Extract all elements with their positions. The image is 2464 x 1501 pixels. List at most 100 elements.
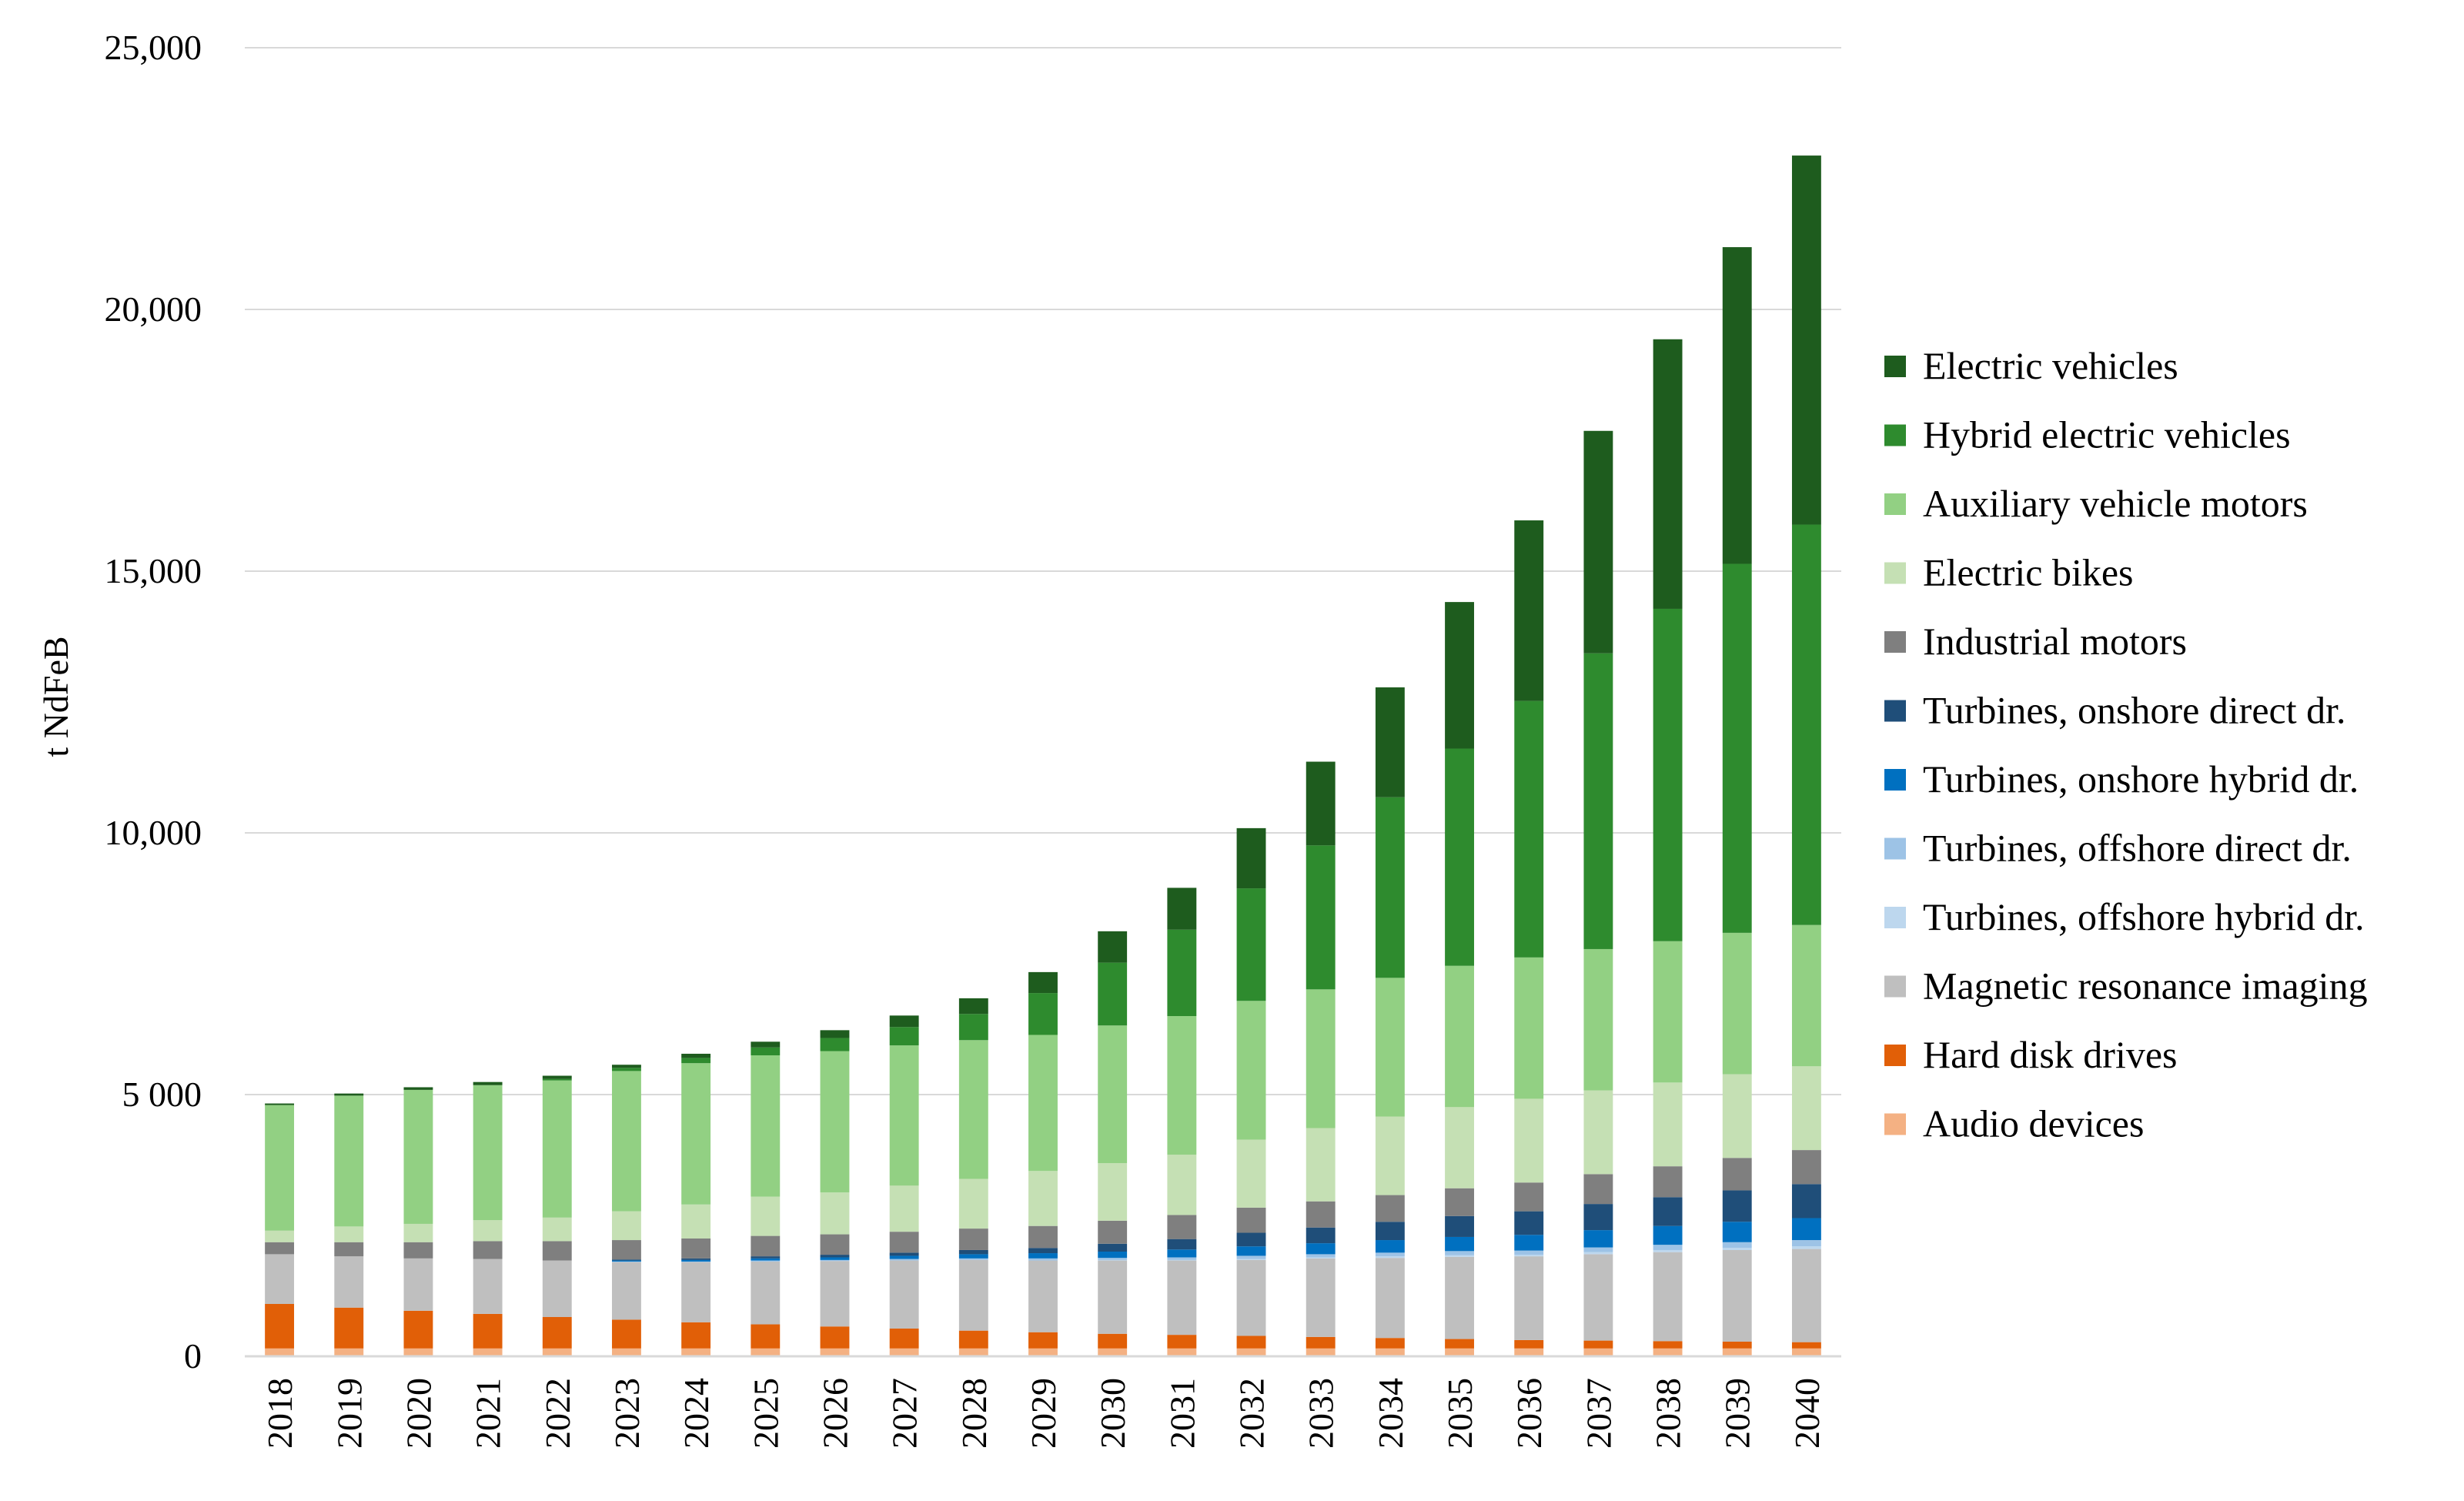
bar-turbines-onshore-direct-dr-2029 bbox=[1028, 1248, 1058, 1254]
x-tick-label: 2018 bbox=[260, 1378, 299, 1449]
bar-industrial-motors-2034 bbox=[1375, 1195, 1405, 1222]
bar-hard-disk-drives-2027 bbox=[889, 1328, 919, 1349]
bar-turbines-onshore-hybrid-dr-2038 bbox=[1653, 1225, 1683, 1245]
bar-turbines-offshore-direct-dr-2031 bbox=[1167, 1257, 1197, 1260]
bar-electric-bikes-2021 bbox=[473, 1220, 503, 1242]
bar-hard-disk-drives-2022 bbox=[542, 1317, 572, 1349]
bar-electric-vehicles-2031 bbox=[1167, 888, 1197, 930]
bar-electric-bikes-2035 bbox=[1445, 1107, 1474, 1188]
bar-electric-vehicles-2033 bbox=[1306, 761, 1336, 846]
gridlines bbox=[245, 47, 1841, 1095]
legend-label: Turbines, offshore direct dr. bbox=[1923, 827, 2352, 870]
bar-turbines-onshore-direct-dr-2039 bbox=[1722, 1190, 1752, 1222]
bar-electric-bikes-2025 bbox=[751, 1196, 781, 1236]
legend-label: Hybrid electric vehicles bbox=[1923, 413, 2291, 456]
bar-industrial-motors-2027 bbox=[889, 1232, 919, 1253]
bar-magnetic-resonance-imaging-2022 bbox=[542, 1260, 572, 1317]
bar-electric-vehicles-2023 bbox=[612, 1065, 641, 1068]
bar-industrial-motors-2019 bbox=[334, 1242, 364, 1257]
bar-turbines-onshore-hybrid-dr-2025 bbox=[751, 1258, 781, 1261]
y-tick-label: 0 bbox=[184, 1336, 202, 1376]
bar-turbines-offshore-hybrid-dr-2037 bbox=[1583, 1252, 1613, 1255]
bar-turbines-offshore-direct-dr-2034 bbox=[1375, 1252, 1405, 1257]
bar-turbines-offshore-direct-dr-2029 bbox=[1028, 1258, 1058, 1261]
bar-hybrid-electric-vehicles-2035 bbox=[1445, 748, 1474, 966]
bar-magnetic-resonance-imaging-2028 bbox=[958, 1259, 988, 1331]
bar-audio-devices-2039 bbox=[1722, 1348, 1752, 1356]
bar-industrial-motors-2022 bbox=[542, 1241, 572, 1261]
bar-industrial-motors-2024 bbox=[681, 1239, 711, 1259]
x-tick-label: 2036 bbox=[1509, 1378, 1549, 1449]
legend-label: Turbines, onshore hybrid dr. bbox=[1923, 757, 2359, 801]
bar-auxiliary-vehicle-motors-2030 bbox=[1098, 1025, 1128, 1164]
x-tick-label: 2020 bbox=[399, 1378, 438, 1449]
bar-electric-vehicles-2022 bbox=[542, 1075, 572, 1079]
bar-hard-disk-drives-2040 bbox=[1791, 1342, 1821, 1349]
bar-turbines-onshore-hybrid-dr-2034 bbox=[1375, 1240, 1405, 1253]
bar-magnetic-resonance-imaging-2026 bbox=[820, 1261, 850, 1327]
bar-magnetic-resonance-imaging-2030 bbox=[1098, 1260, 1128, 1334]
bar-hybrid-electric-vehicles-2039 bbox=[1722, 563, 1752, 933]
bar-hybrid-electric-vehicles-2031 bbox=[1167, 929, 1197, 1016]
bar-auxiliary-vehicle-motors-2033 bbox=[1306, 989, 1336, 1128]
bar-industrial-motors-2029 bbox=[1028, 1225, 1058, 1249]
bar-electric-bikes-2031 bbox=[1167, 1155, 1197, 1215]
bar-electric-bikes-2022 bbox=[542, 1217, 572, 1242]
bar-hard-disk-drives-2018 bbox=[265, 1304, 295, 1349]
bar-auxiliary-vehicle-motors-2027 bbox=[889, 1045, 919, 1186]
bar-audio-devices-2025 bbox=[751, 1348, 781, 1356]
y-tick-label: 10,000 bbox=[105, 813, 202, 852]
bar-hard-disk-drives-2029 bbox=[1028, 1332, 1058, 1349]
x-tick-label: 2027 bbox=[885, 1378, 924, 1449]
bar-hybrid-electric-vehicles-2028 bbox=[958, 1014, 988, 1041]
bar-electric-vehicles-2037 bbox=[1583, 430, 1613, 654]
bar-turbines-offshore-direct-dr-2037 bbox=[1583, 1247, 1613, 1252]
bar-auxiliary-vehicle-motors-2025 bbox=[751, 1055, 781, 1197]
bar-hybrid-electric-vehicles-2034 bbox=[1375, 797, 1405, 978]
bar-hybrid-electric-vehicles-2023 bbox=[612, 1068, 641, 1071]
bar-magnetic-resonance-imaging-2029 bbox=[1028, 1260, 1058, 1332]
legend-label: Magnetic resonance imaging bbox=[1923, 964, 2368, 1008]
bar-electric-vehicles-2032 bbox=[1236, 827, 1266, 889]
bar-electric-bikes-2019 bbox=[334, 1226, 364, 1242]
bar-magnetic-resonance-imaging-2037 bbox=[1583, 1254, 1613, 1341]
legend-item-turbines-offshore-direct-dr: Turbines, offshore direct dr. bbox=[1884, 827, 2352, 870]
bar-industrial-motors-2020 bbox=[403, 1242, 433, 1259]
bar-electric-vehicles-2026 bbox=[820, 1030, 850, 1038]
bar-turbines-onshore-direct-dr-2025 bbox=[751, 1256, 781, 1259]
bar-turbines-offshore-direct-dr-2032 bbox=[1236, 1255, 1266, 1259]
x-tick-label: 2037 bbox=[1579, 1378, 1618, 1449]
bar-electric-vehicles-2038 bbox=[1653, 339, 1683, 609]
bar-electric-vehicles-2025 bbox=[751, 1041, 781, 1048]
legend: Electric vehicles Hybrid electric vehicle… bbox=[1884, 344, 2368, 1145]
bar-hard-disk-drives-2020 bbox=[403, 1310, 433, 1349]
bar-magnetic-resonance-imaging-2024 bbox=[681, 1262, 711, 1322]
legend-label: Hard disk drives bbox=[1923, 1033, 2178, 1076]
bar-hard-disk-drives-2039 bbox=[1722, 1341, 1752, 1349]
bar-hybrid-electric-vehicles-2024 bbox=[681, 1058, 711, 1064]
bar-turbines-offshore-direct-dr-2039 bbox=[1722, 1242, 1752, 1249]
bar-turbines-offshore-hybrid-dr-2030 bbox=[1098, 1259, 1128, 1261]
bar-audio-devices-2018 bbox=[265, 1348, 295, 1356]
bar-electric-vehicles-2034 bbox=[1375, 687, 1405, 797]
bar-turbines-onshore-direct-dr-2038 bbox=[1653, 1197, 1683, 1226]
bar-audio-devices-2036 bbox=[1514, 1348, 1544, 1356]
bar-hard-disk-drives-2026 bbox=[820, 1326, 850, 1349]
y-axis-title: t NdFeB bbox=[36, 636, 75, 757]
bar-hybrid-electric-vehicles-2027 bbox=[889, 1027, 919, 1046]
bar-hard-disk-drives-2037 bbox=[1583, 1340, 1613, 1349]
bar-audio-devices-2028 bbox=[958, 1348, 988, 1356]
bar-turbines-onshore-direct-dr-2031 bbox=[1167, 1239, 1197, 1250]
bar-turbines-offshore-direct-dr-2027 bbox=[889, 1259, 919, 1261]
bar-industrial-motors-2036 bbox=[1514, 1182, 1544, 1212]
bar-turbines-offshore-direct-dr-2040 bbox=[1791, 1240, 1821, 1247]
bar-audio-devices-2030 bbox=[1098, 1348, 1128, 1356]
bar-industrial-motors-2037 bbox=[1583, 1174, 1613, 1205]
bar-turbines-onshore-hybrid-dr-2026 bbox=[820, 1257, 850, 1260]
bar-turbines-onshore-hybrid-dr-2033 bbox=[1306, 1243, 1336, 1255]
legend-swatch bbox=[1884, 631, 1906, 653]
bar-audio-devices-2040 bbox=[1791, 1348, 1821, 1356]
bar-electric-vehicles-2040 bbox=[1791, 155, 1821, 525]
bar-hard-disk-drives-2038 bbox=[1653, 1341, 1683, 1349]
bar-turbines-offshore-direct-dr-2028 bbox=[958, 1258, 988, 1260]
